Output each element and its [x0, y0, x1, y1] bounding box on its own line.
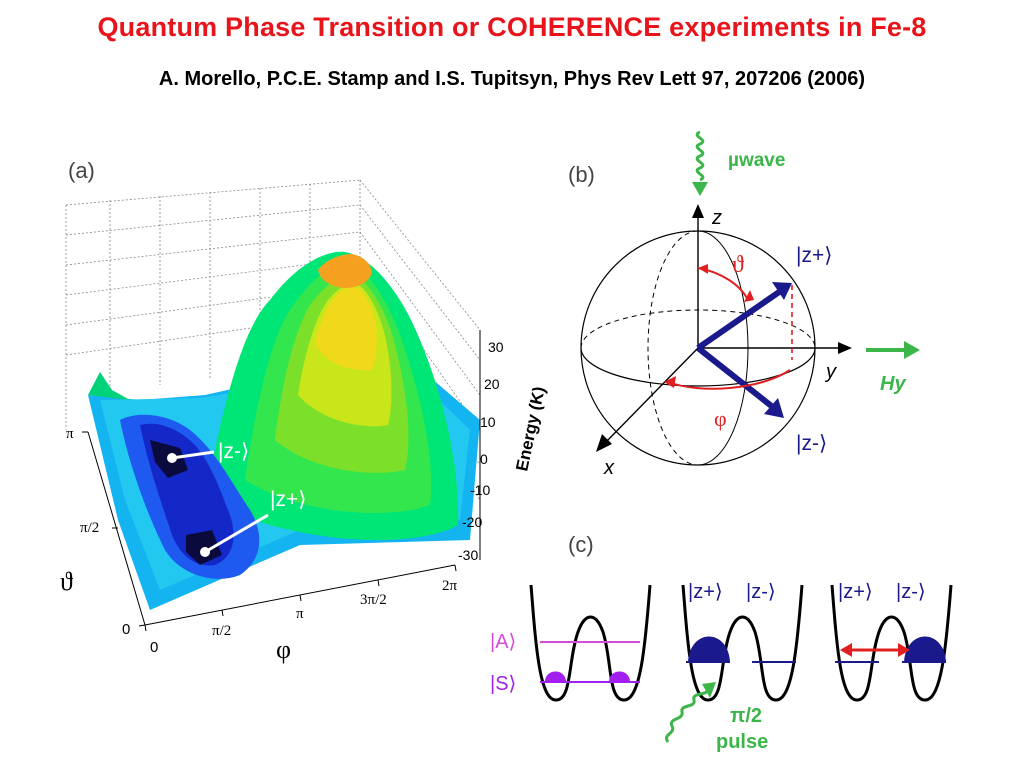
energy-tick: 10	[480, 414, 496, 430]
slide-title: Quantum Phase Transition or COHERENCE ex…	[97, 12, 927, 42]
axis-z-label: z	[711, 207, 722, 229]
energy-tick: -20	[462, 514, 482, 530]
pulse-wave-icon	[665, 689, 710, 743]
zminus-vector	[696, 345, 776, 411]
theta-label: ϑ	[732, 252, 744, 278]
theta-arrowhead-icon	[698, 264, 708, 274]
zminus-marker	[167, 450, 215, 463]
phi-axis: 0 π/2 π 3π/2 2π φ	[150, 578, 458, 664]
y-arrowhead-icon	[838, 342, 852, 354]
meridian-back	[647, 230, 699, 466]
theta-symbol: ϑ	[60, 567, 73, 596]
left-ridge	[88, 372, 130, 400]
well3-zplus-label: |z+⟩	[838, 581, 873, 603]
double-well-1: |A⟩ |S⟩	[490, 584, 652, 702]
well3-zminus-label: |z-⟩	[896, 581, 926, 603]
phi-arc	[667, 369, 791, 390]
x-arrowhead-icon	[596, 434, 612, 452]
zplus-marker	[200, 513, 269, 557]
panel-b: (b) µwave z y x ϑ φ |z+⟩	[568, 130, 920, 479]
tunneling-arrowhead-icon	[840, 643, 852, 657]
state-S-label: |S⟩	[490, 673, 516, 695]
axis-y-label: y	[824, 361, 837, 383]
panel-a-label: (a)	[68, 158, 95, 183]
phi-tick: 2π	[442, 578, 458, 594]
z-arrowhead-icon	[692, 204, 704, 218]
pulse-label-line1: π/2	[730, 705, 762, 727]
theta-tick: 0	[122, 621, 130, 638]
theta-tick: π/2	[80, 520, 99, 536]
pulse-label-line2: pulse	[716, 731, 768, 753]
field-arrowhead-icon	[904, 341, 920, 359]
double-well-3: |z+⟩ |z-⟩	[830, 581, 953, 702]
phi-tick: 0	[150, 639, 158, 656]
panel-c-label: (c)	[568, 532, 594, 557]
state-A-label: |A⟩	[490, 631, 516, 653]
energy-tick: 0	[480, 451, 488, 467]
hill-layer-5	[315, 286, 377, 371]
energy-tick: 20	[484, 376, 500, 392]
wavefunction-zplus	[688, 636, 730, 662]
well2-zplus-label: |z+⟩	[688, 581, 723, 603]
phi-label: φ	[714, 406, 727, 431]
axis-x-label: x	[603, 457, 615, 479]
panel-b-zminus-label: |z-⟩	[796, 432, 827, 455]
wavefunction-right	[609, 671, 630, 682]
well2-zminus-label: |z-⟩	[746, 581, 776, 603]
energy-tick: -30	[458, 547, 478, 563]
zplus-vector	[696, 287, 784, 351]
tunneling-arrowhead-icon	[898, 643, 910, 657]
wavefunction-left	[545, 671, 566, 682]
citation: A. Morello, P.C.E. Stamp and I.S. Tupits…	[158, 68, 866, 90]
theta-arrowhead-icon	[744, 290, 754, 302]
energy-axis-label: Energy (K)	[512, 385, 548, 473]
pulse-arrowhead-icon	[702, 682, 716, 698]
zminus-arrowhead-icon	[764, 398, 784, 418]
equator-front	[580, 347, 816, 387]
microwave-arrowhead-icon	[692, 182, 708, 196]
phi-tick: π	[296, 606, 304, 622]
panel-c: (c) |A⟩ |S⟩ |z+⟩ |z-⟩	[490, 532, 953, 753]
wavefunction-zminus	[904, 636, 946, 662]
double-well-2: |z+⟩ |z-⟩	[681, 581, 804, 702]
hill-top	[318, 254, 372, 288]
panel-b-zplus-label: |z+⟩	[796, 244, 832, 267]
energy-tick: 30	[488, 339, 504, 355]
phi-tick: π/2	[212, 623, 231, 639]
phi-arrowhead-icon	[664, 376, 676, 388]
panel-a-zplus-label: |z+⟩	[270, 488, 306, 511]
panel-a-zminus-label: |z-⟩	[218, 440, 249, 463]
panel-a-axes	[82, 330, 481, 632]
x-axis	[603, 347, 699, 445]
microwave-label: µwave	[728, 150, 785, 171]
panel-b-label: (b)	[568, 162, 595, 187]
theta-tick: π	[66, 426, 74, 442]
phi-tick: 3π/2	[360, 592, 387, 608]
panel-a: (a)	[60, 158, 549, 664]
phi-symbol: φ	[276, 635, 291, 664]
theta-axis: π π/2 0 ϑ	[60, 426, 130, 638]
zplus-arrowhead-icon	[772, 282, 792, 300]
microwave-wave-icon	[695, 130, 705, 182]
field-label: Hy	[880, 373, 906, 395]
energy-tick: -10	[470, 482, 490, 498]
